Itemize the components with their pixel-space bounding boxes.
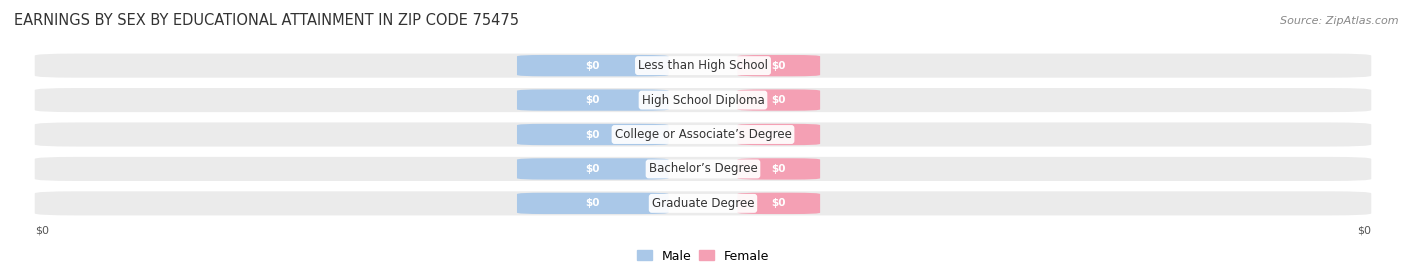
FancyBboxPatch shape <box>35 88 1371 112</box>
Text: $0: $0 <box>772 61 786 71</box>
FancyBboxPatch shape <box>517 55 669 76</box>
FancyBboxPatch shape <box>738 55 820 76</box>
Text: $0: $0 <box>585 129 600 140</box>
Text: $0: $0 <box>585 61 600 71</box>
Text: $0: $0 <box>1357 226 1371 236</box>
FancyBboxPatch shape <box>35 191 1371 215</box>
Text: Source: ZipAtlas.com: Source: ZipAtlas.com <box>1281 16 1399 26</box>
FancyBboxPatch shape <box>517 124 669 145</box>
Text: $0: $0 <box>585 95 600 105</box>
Text: High School Diploma: High School Diploma <box>641 94 765 107</box>
Text: $0: $0 <box>772 164 786 174</box>
Text: $0: $0 <box>585 164 600 174</box>
FancyBboxPatch shape <box>35 157 1371 181</box>
Text: $0: $0 <box>35 226 49 236</box>
Text: Graduate Degree: Graduate Degree <box>652 197 754 210</box>
Text: Less than High School: Less than High School <box>638 59 768 72</box>
FancyBboxPatch shape <box>517 89 669 111</box>
Text: College or Associate’s Degree: College or Associate’s Degree <box>614 128 792 141</box>
Text: EARNINGS BY SEX BY EDUCATIONAL ATTAINMENT IN ZIP CODE 75475: EARNINGS BY SEX BY EDUCATIONAL ATTAINMEN… <box>14 13 519 28</box>
FancyBboxPatch shape <box>35 122 1371 147</box>
Legend: Male, Female: Male, Female <box>637 250 769 263</box>
FancyBboxPatch shape <box>738 124 820 145</box>
Text: $0: $0 <box>585 198 600 208</box>
Text: Bachelor’s Degree: Bachelor’s Degree <box>648 162 758 175</box>
Text: $0: $0 <box>772 95 786 105</box>
Text: $0: $0 <box>772 198 786 208</box>
FancyBboxPatch shape <box>517 193 669 214</box>
FancyBboxPatch shape <box>738 89 820 111</box>
FancyBboxPatch shape <box>738 158 820 180</box>
FancyBboxPatch shape <box>35 54 1371 78</box>
FancyBboxPatch shape <box>738 193 820 214</box>
Text: $0: $0 <box>772 129 786 140</box>
FancyBboxPatch shape <box>517 158 669 180</box>
